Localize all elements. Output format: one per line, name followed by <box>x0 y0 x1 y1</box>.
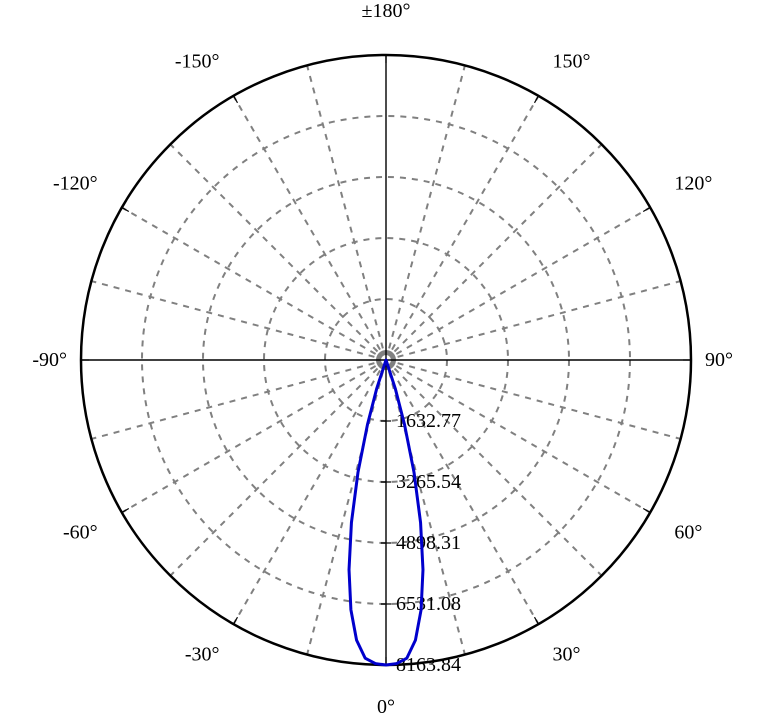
angle-label: 90° <box>705 349 733 371</box>
radial-label: 3265.54 <box>396 471 461 493</box>
angle-label: -150° <box>175 51 220 73</box>
radial-label: 6531.08 <box>396 593 461 615</box>
angle-label: -120° <box>53 173 98 195</box>
angle-label: 0° <box>377 696 395 718</box>
angle-label: -30° <box>185 643 220 665</box>
polar-chart: 0° 30° 60° 90° 120° 150° ±180° -150° -120° -90° -6… <box>0 0 770 721</box>
angle-label: 30° <box>553 643 581 665</box>
radial-label: 4898.31 <box>396 532 461 554</box>
angle-label: ±180° <box>362 0 411 22</box>
angle-label: 120° <box>674 173 712 195</box>
angle-label: -90° <box>32 349 67 371</box>
angle-label: 60° <box>674 522 702 544</box>
angle-label: 150° <box>553 51 591 73</box>
angle-label: -60° <box>63 522 98 544</box>
